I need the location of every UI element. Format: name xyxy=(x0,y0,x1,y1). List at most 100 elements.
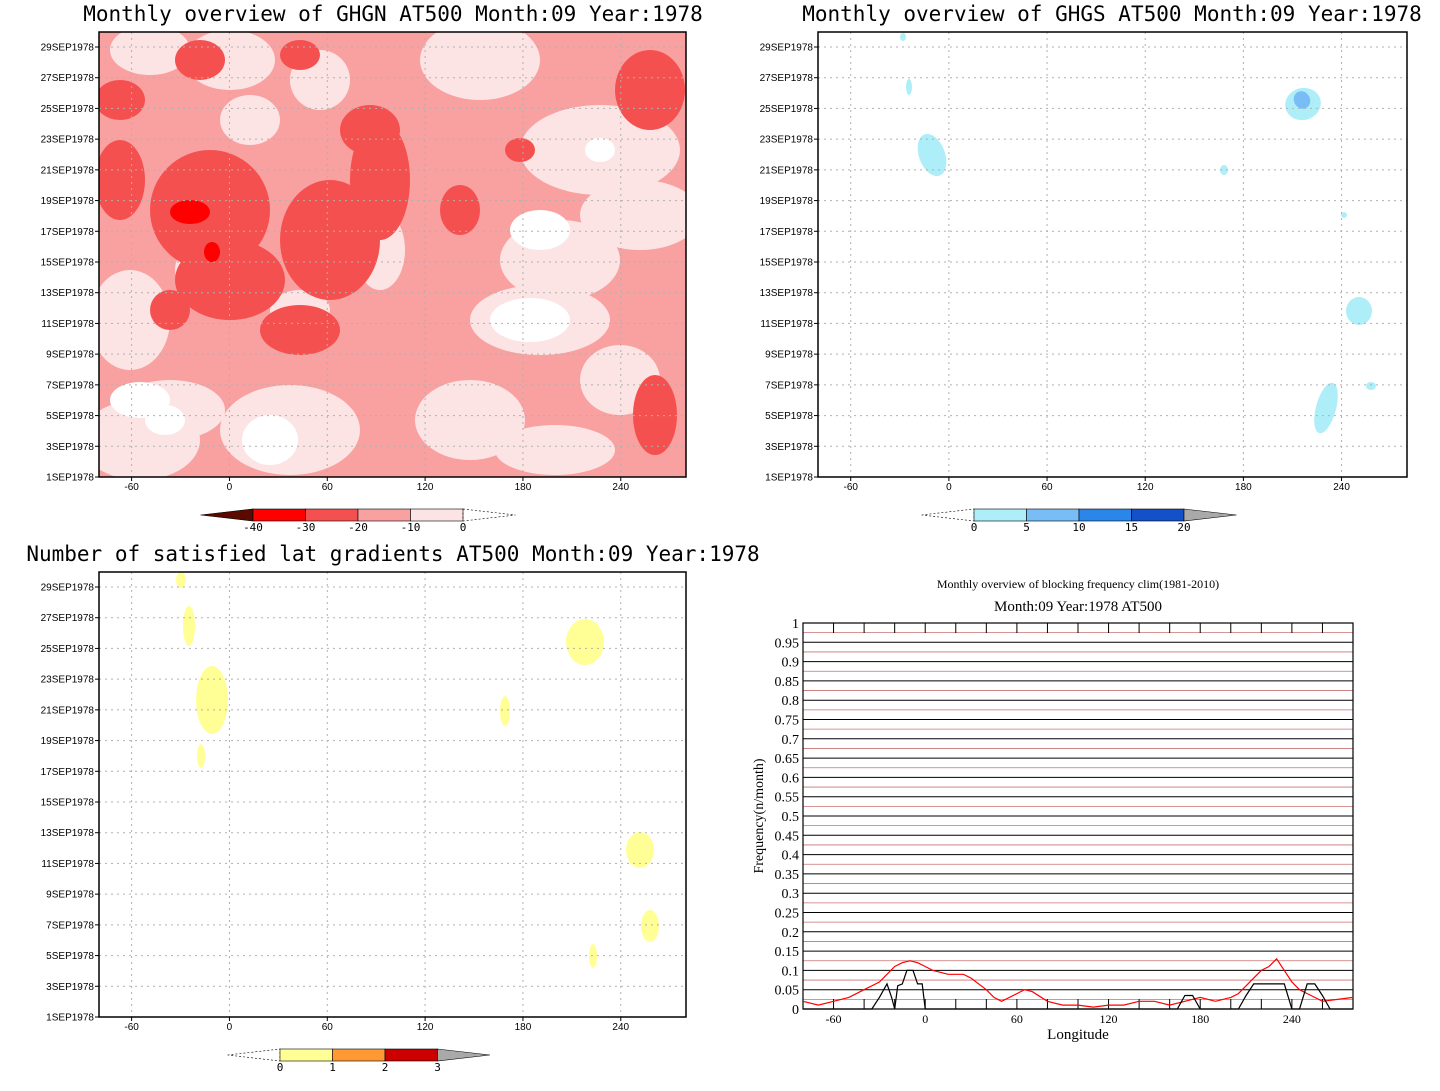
colorbar-label: 10 xyxy=(1072,521,1085,534)
y-tick-label: 11SEP1978 xyxy=(760,319,813,330)
y-tick-label: 1SEP1978 xyxy=(46,473,94,484)
y-tick-label: 7SEP1978 xyxy=(46,380,94,391)
contour-patch-medium xyxy=(505,138,535,162)
y-tick-label: 0.85 xyxy=(775,675,800,690)
y-tick-label: 0.1 xyxy=(782,964,800,979)
colorbar-segment xyxy=(1131,508,1185,522)
contour-patch-strong xyxy=(1293,91,1311,109)
colorbar-label: 1 xyxy=(329,1061,336,1074)
contour-patch xyxy=(906,79,912,95)
y-tick-label: 19SEP1978 xyxy=(760,196,814,207)
y-tick-label: 1 xyxy=(792,617,799,632)
y-tick-label: 23SEP1978 xyxy=(41,675,95,686)
contour-field xyxy=(99,32,686,477)
contour-patch xyxy=(183,606,195,646)
x-tick-label: 60 xyxy=(322,482,334,493)
colorbar-label: 0 xyxy=(971,521,978,534)
y-tick-label: 23SEP1978 xyxy=(760,135,814,146)
contour-field xyxy=(176,572,659,968)
y-tick-label: 0.8 xyxy=(782,694,800,709)
contour-patch-medium xyxy=(99,140,145,220)
x-tick-label: 180 xyxy=(515,1022,532,1033)
y-tick-label: 0.75 xyxy=(775,714,800,729)
y-tick-label: 27SEP1978 xyxy=(41,73,95,84)
y-tick-label: 25SEP1978 xyxy=(760,104,814,115)
y-tick-label: 0.5 xyxy=(782,810,800,825)
contour-patch-medium xyxy=(260,305,340,355)
x-tick-label: -60 xyxy=(124,482,139,493)
y-tick-label: 0.55 xyxy=(775,791,800,806)
contour-patch xyxy=(1220,165,1228,175)
colorbar-end-triangle xyxy=(921,508,975,522)
colorbar-segment xyxy=(305,508,359,522)
y-tick-label: 9SEP1978 xyxy=(765,350,813,361)
contour-patch xyxy=(500,696,510,726)
y-tick-label: 0.2 xyxy=(782,926,800,941)
y-tick-label: 15SEP1978 xyxy=(760,258,814,269)
y-tick-label: 3SEP1978 xyxy=(765,442,813,453)
chart-title: Monthly overview of GHGN AT500 Month:09 … xyxy=(83,2,703,26)
contour-patch-strong xyxy=(204,242,220,262)
x-tick-label: 60 xyxy=(1011,1012,1023,1026)
colorbar-segment xyxy=(973,508,1027,522)
y-tick-label: 17SEP1978 xyxy=(41,767,95,778)
colorbar-segment xyxy=(357,508,411,522)
x-tick-label: 240 xyxy=(1283,1012,1301,1026)
colorbar-end-triangle xyxy=(200,508,254,522)
plot-frame xyxy=(98,571,687,1018)
colorbar-label: 20 xyxy=(1177,521,1190,534)
line-chart-panel: 0 0.05 0.1 0.15 0.2 0.25 0.3 0.35 0.4 0.45 0.5 0.55… xyxy=(752,577,1354,1043)
y-tick-label: 25SEP1978 xyxy=(41,104,95,115)
contour-patch-light xyxy=(490,298,570,342)
x-tick-label: 0 xyxy=(946,482,952,493)
y-axis-label: Frequency(n/month) xyxy=(752,758,767,873)
y-tick-label: 19SEP1978 xyxy=(41,196,95,207)
contour-patch xyxy=(626,832,654,868)
map-panel-1: -60 0 60 120 180 240 1SEP1978 3SEP1978 5SEP1978 7… xyxy=(41,2,703,534)
contour-patch-light xyxy=(145,405,185,435)
y-tick-label: 9SEP1978 xyxy=(46,350,94,361)
colorbar-segment xyxy=(252,508,306,522)
contour-patch-light xyxy=(585,138,615,162)
y-tick-label: 0.35 xyxy=(775,868,800,883)
x-tick-label: 0 xyxy=(227,482,233,493)
y-tick-label: 0.9 xyxy=(782,656,800,671)
y-tick-label: 0.7 xyxy=(782,733,800,748)
colorbar-label: 5 xyxy=(1023,521,1030,534)
y-tick-label: 15SEP1978 xyxy=(41,798,95,809)
colorbar-label: 0 xyxy=(460,521,467,534)
x-tick-label: 120 xyxy=(1100,1012,1118,1026)
y-tick-label: 0.3 xyxy=(782,887,800,902)
contour-patch xyxy=(196,666,228,734)
chart-title: Monthly overview of GHGS AT500 Month:09 … xyxy=(802,2,1422,26)
contour-patch xyxy=(176,572,186,588)
colorbar: 0 5 10 15 20 xyxy=(921,508,1237,534)
contour-patch-light xyxy=(415,380,525,460)
plot-frame xyxy=(98,31,687,478)
x-tick-label: 120 xyxy=(417,1022,434,1033)
colorbar-label: 3 xyxy=(434,1061,441,1074)
contour-field xyxy=(900,33,1376,434)
y-tick-label: 13SEP1978 xyxy=(41,288,95,299)
y-tick-label: 17SEP1978 xyxy=(41,227,95,238)
contour-patch-medium xyxy=(175,240,285,320)
contour-patch xyxy=(197,744,205,768)
x-tick-label: 60 xyxy=(322,1022,334,1033)
y-tick-label: 13SEP1978 xyxy=(41,828,95,839)
contour-patch xyxy=(1346,297,1372,325)
colorbar: -40 -30 -20 -10 0 xyxy=(200,508,516,534)
y-tick-label: 21SEP1978 xyxy=(41,165,95,176)
y-tick-label: 0 xyxy=(792,1003,799,1018)
map-panel-3: -60 0 60 120 180 2401SEP19783SEP19785SEP19787… xyxy=(26,542,759,1074)
x-tick-label: 120 xyxy=(417,482,434,493)
contour-patch xyxy=(1366,382,1376,390)
y-tick-label: 13SEP1978 xyxy=(760,288,814,299)
colorbar-label: -20 xyxy=(348,521,368,534)
y-tick-label: 29SEP1978 xyxy=(41,583,95,594)
colorbar-segment xyxy=(1078,508,1132,522)
x-tick-label: 180 xyxy=(515,482,532,493)
contour-patch-light xyxy=(99,270,170,370)
y-tick-label: 15SEP1978 xyxy=(41,258,95,269)
y-tick-label: 11SEP1978 xyxy=(41,319,94,330)
x-tick-label: 0 xyxy=(922,1012,928,1026)
